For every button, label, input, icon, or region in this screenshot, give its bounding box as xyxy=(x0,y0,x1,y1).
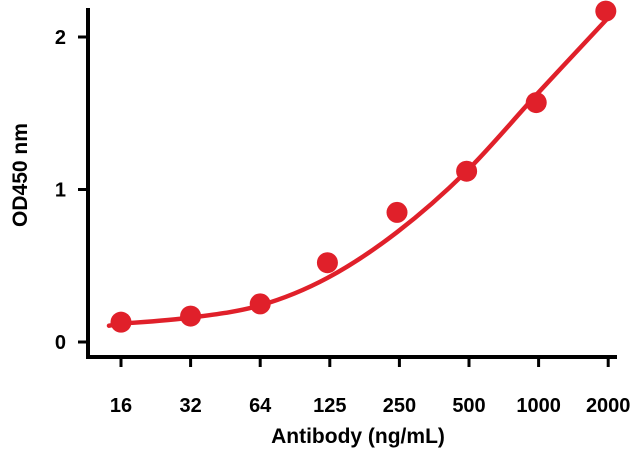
x-tick-label: 125 xyxy=(313,395,346,417)
x-ticks: 16 32 64 125 250 500 1000 2000 xyxy=(110,357,631,417)
y-axis-title: OD450 nm xyxy=(9,123,32,227)
x-tick-label: 1000 xyxy=(516,395,561,417)
data-point xyxy=(316,252,338,274)
data-points xyxy=(110,0,617,333)
axes xyxy=(86,8,617,359)
x-tick-label: 64 xyxy=(249,395,272,417)
y-tick-label: 2 xyxy=(55,27,66,49)
x-tick-label: 2000 xyxy=(586,395,631,417)
data-point xyxy=(456,160,478,182)
x-axis-title: Antibody (ng/mL) xyxy=(271,425,445,448)
y-tick-label: 0 xyxy=(55,332,66,354)
x-tick-label: 500 xyxy=(452,395,485,417)
fit-curve xyxy=(106,17,609,328)
x-tick-label: 32 xyxy=(179,395,201,417)
data-point xyxy=(525,92,547,114)
x-tick-label: 250 xyxy=(383,395,416,417)
y-tick-label: 1 xyxy=(55,180,66,202)
y-ticks: 0 1 2 xyxy=(55,27,88,354)
data-point xyxy=(110,311,132,333)
x-tick-label: 16 xyxy=(110,395,132,417)
data-point xyxy=(386,201,408,223)
data-point xyxy=(249,293,271,315)
data-point xyxy=(595,0,617,22)
data-point xyxy=(180,305,202,327)
